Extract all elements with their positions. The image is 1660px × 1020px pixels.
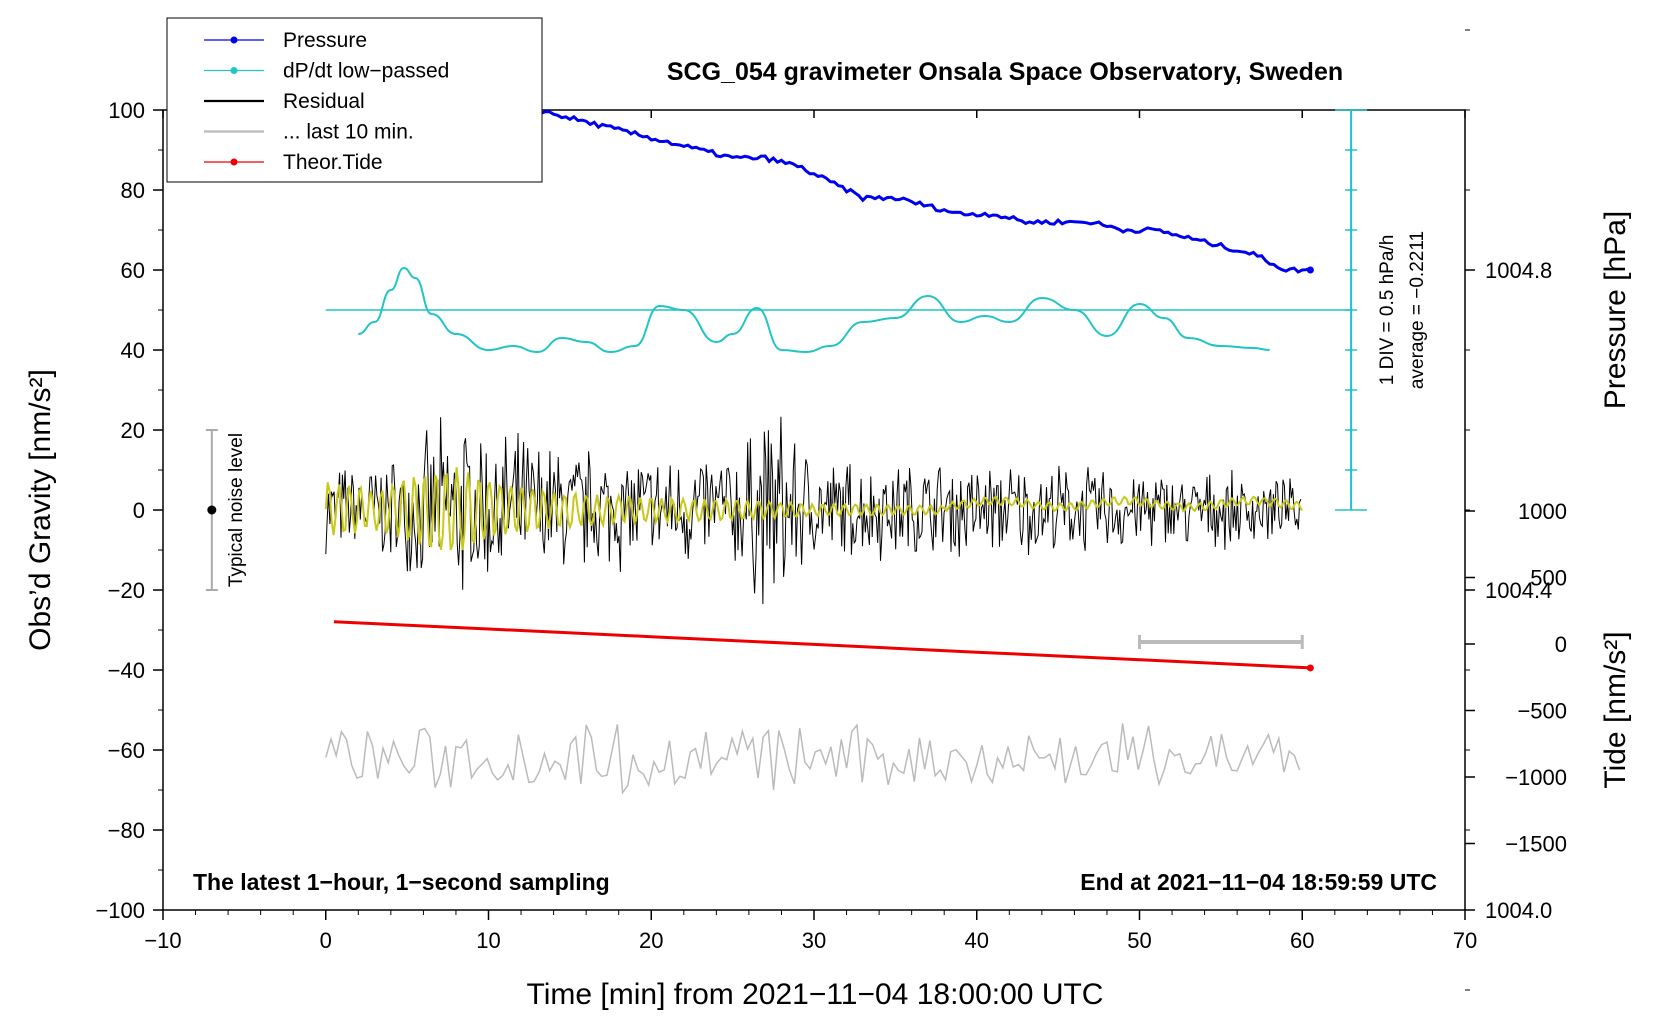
legend: Pressure dP/dt low−passed Residual ... last… — [166, 17, 543, 183]
last-10-min-line — [325, 723, 1301, 795]
y-tick-label: 80 — [121, 178, 145, 203]
scale-bar-label: 1 DIV = 0.5 hPa/h — [1377, 235, 1398, 386]
dpdt-line — [358, 266, 1270, 354]
legend-box — [166, 17, 543, 183]
y-axis-left: −100 −80 −60 −40 −20 0 20 40 60 80 100 — [95, 98, 163, 923]
x-axis: −10 0 10 20 30 40 50 60 70 — [144, 110, 1477, 953]
legend-marker — [230, 158, 238, 166]
residual-line — [325, 416, 1302, 605]
x-tick-label: 0 — [320, 928, 332, 953]
pressure-axis-title: Pressure [hPa] — [1599, 211, 1632, 409]
noise-indicator: Typical noise level — [205, 429, 247, 591]
series-layer — [324, 65, 1352, 795]
x-tick-label: 10 — [476, 928, 500, 953]
tide-tick-label: 1000 — [1518, 499, 1567, 524]
note-end-time: End at 2021−11−04 18:59:59 UTC — [1080, 869, 1437, 895]
x-tick-label: 60 — [1290, 928, 1314, 953]
tide-tick-label: −1500 — [1505, 832, 1567, 857]
scale-bar: 1 DIV = 0.5 hPa/h average = −0.2211 — [1335, 109, 1428, 511]
x-tick-label: 70 — [1453, 928, 1477, 953]
pressure-end-marker — [1306, 266, 1314, 274]
y-tick-label: −80 — [108, 818, 145, 843]
note-sampling: The latest 1−hour, 1−second sampling — [193, 869, 610, 895]
legend-label: Theor.Tide — [283, 151, 383, 174]
tide-end-marker — [1306, 664, 1314, 672]
y-tick-label: 60 — [121, 258, 145, 283]
noise-center-dot — [207, 505, 217, 515]
tide-axis: −1500 −1000 −500 0 500 1000 — [1465, 499, 1567, 857]
legend-label: Residual — [283, 90, 365, 113]
y-tick-label: −100 — [95, 898, 145, 923]
chart-title: SCG_054 gravimeter Onsala Space Observat… — [667, 58, 1343, 86]
residual-lowpass-line — [324, 467, 1304, 551]
legend-marker — [230, 36, 238, 44]
y-tick-label: 100 — [108, 98, 145, 123]
tide-tick-label: −1000 — [1505, 765, 1567, 790]
y-axis-title: Obs’d Gravity [nm/s²] — [24, 369, 57, 651]
pressure-tick-label: 1004.8 — [1485, 258, 1552, 283]
x-tick-label: −10 — [144, 928, 181, 953]
y-tick-label: 20 — [121, 418, 145, 443]
tide-line — [333, 620, 1311, 670]
legend-label: Pressure — [283, 29, 367, 52]
pressure-tick-label: 1004.4 — [1485, 578, 1552, 603]
legend-label: ... last 10 min. — [283, 121, 414, 144]
legend-label: dP/dt low−passed — [283, 60, 449, 83]
y-tick-label: −20 — [108, 578, 145, 603]
tide-tick-label: −500 — [1517, 699, 1567, 724]
y-tick-label: 40 — [121, 338, 145, 363]
x-tick-label: 50 — [1127, 928, 1151, 953]
legend-marker — [230, 67, 238, 74]
tide-axis-title: Tide [nm/s²] — [1599, 631, 1632, 788]
pressure-tick-label: 1004.0 — [1485, 898, 1552, 923]
tide-tick-label: 500 — [1530, 566, 1567, 591]
x-axis-title: Time [min] from 2021−11−04 18:00:00 UTC — [527, 978, 1104, 1011]
average-label: average = −0.2211 — [1407, 231, 1428, 389]
y-tick-label: −40 — [108, 658, 145, 683]
noise-indicator-label: Typical noise level — [226, 433, 247, 587]
x-tick-label: 30 — [802, 928, 826, 953]
tide-tick-label: 0 — [1555, 632, 1567, 657]
x-tick-label: 20 — [639, 928, 663, 953]
y-tick-label: −60 — [108, 738, 145, 763]
y-tick-label: 0 — [133, 498, 145, 523]
x-tick-label: 40 — [965, 928, 989, 953]
